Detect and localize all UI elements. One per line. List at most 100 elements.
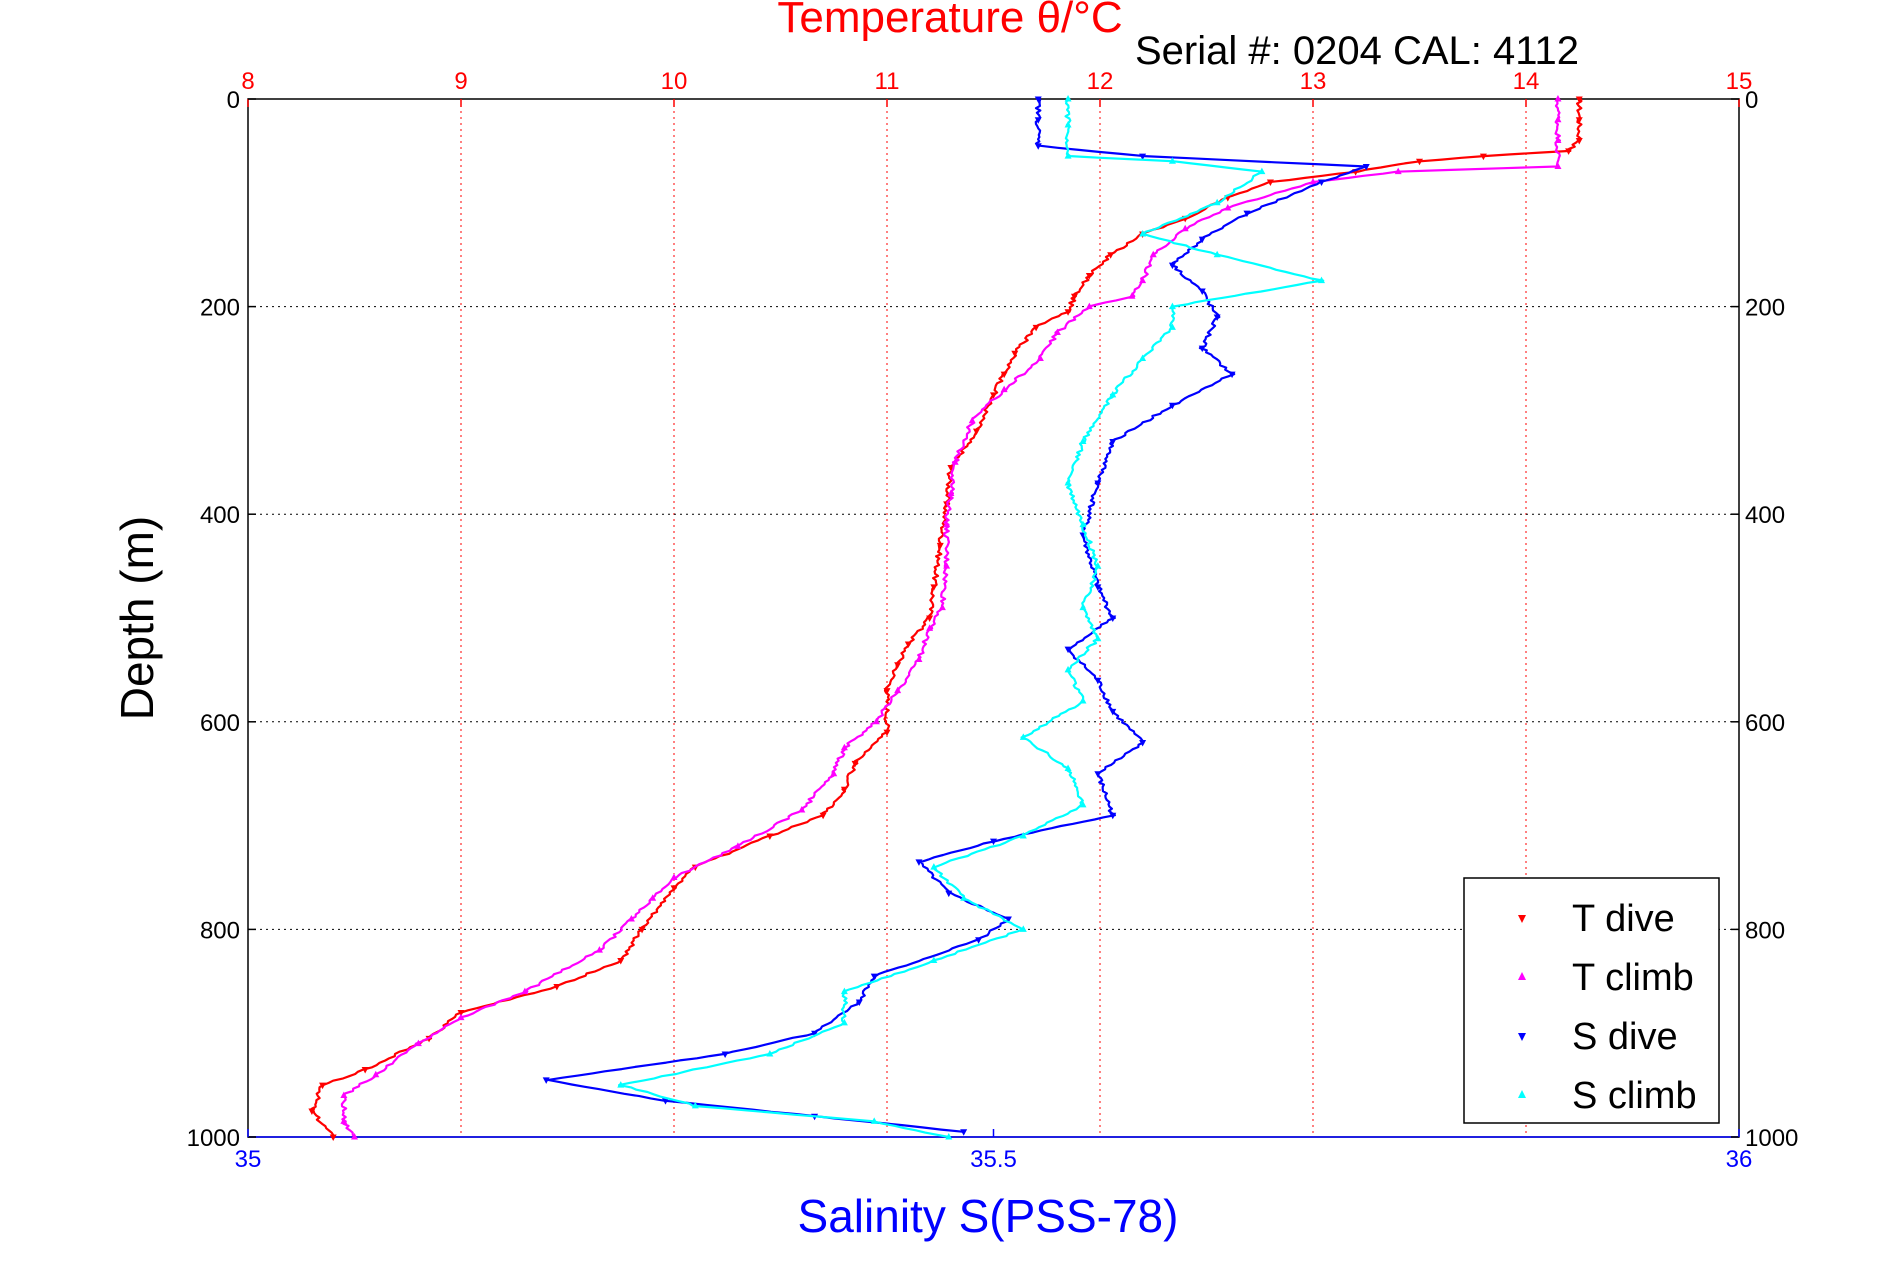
temperature-tick-label: 13	[1300, 68, 1327, 95]
data-point	[1139, 276, 1147, 284]
data-point	[1094, 562, 1102, 569]
data-point	[766, 833, 774, 840]
data-point	[1064, 95, 1072, 102]
data-point	[617, 1081, 625, 1088]
data-point	[943, 562, 951, 569]
data-point	[947, 489, 955, 496]
data-point	[1575, 117, 1583, 124]
temperature-tick-label: 14	[1513, 68, 1540, 95]
salinity-tick-label: 36	[1726, 1146, 1753, 1173]
data-point	[870, 1117, 878, 1124]
data-point	[1416, 158, 1423, 166]
series-t-dive	[308, 96, 1583, 1141]
series-trace	[547, 98, 1367, 1133]
data-point	[1318, 179, 1326, 187]
temperature-tick-label: 8	[241, 68, 254, 95]
data-point	[1094, 480, 1102, 488]
legend-label: S dive	[1572, 1016, 1678, 1058]
data-point	[521, 987, 529, 995]
data-point	[1064, 309, 1072, 316]
depth-tick-label-left: 0	[227, 87, 240, 114]
data-point	[851, 760, 859, 768]
series-s-climb	[617, 95, 1326, 1140]
data-point	[1064, 646, 1072, 654]
data-point	[1198, 345, 1206, 353]
data-point	[1053, 328, 1061, 336]
x-axis-title: Salinity S(PSS-78)	[798, 1190, 1179, 1242]
series-t-climb	[340, 95, 1562, 1140]
data-point	[734, 842, 742, 849]
data-point	[1064, 152, 1072, 159]
serial-label: Serial #: 0204 CAL: 4112	[1135, 29, 1579, 73]
data-point	[883, 688, 891, 695]
data-point	[661, 1098, 669, 1105]
depth-tick-label-right: 1000	[1745, 1125, 1798, 1152]
data-point	[1036, 354, 1044, 361]
depth-tick-label-left: 200	[200, 295, 240, 322]
data-point	[1243, 210, 1251, 218]
data-point	[855, 999, 863, 1007]
data-point	[1139, 354, 1147, 361]
legend-marker	[1518, 972, 1526, 980]
data-point	[1107, 252, 1115, 259]
data-point	[1479, 153, 1487, 161]
data-point	[351, 1133, 358, 1140]
data-point	[1168, 323, 1176, 330]
data-point	[1394, 167, 1402, 175]
data-point	[926, 624, 934, 631]
data-point	[951, 458, 959, 465]
data-point	[595, 946, 603, 953]
data-point	[1109, 812, 1117, 820]
data-point	[930, 863, 938, 870]
data-point	[1139, 740, 1147, 747]
data-point	[1168, 302, 1176, 310]
depth-tick-label-left: 800	[200, 917, 240, 944]
data-point	[1000, 385, 1008, 393]
legend: T dive T climb S dive S climb	[1463, 877, 1720, 1124]
depth-tick-label-left: 1000	[187, 1125, 240, 1152]
data-point	[798, 806, 806, 813]
depth-tick-label-right: 800	[1745, 917, 1785, 944]
data-point	[1139, 229, 1147, 237]
data-point	[553, 983, 561, 991]
data-point	[1079, 697, 1087, 704]
legend-label: S climb	[1572, 1075, 1697, 1117]
data-point	[894, 662, 902, 669]
data-point	[1213, 250, 1221, 258]
data-point	[1362, 163, 1370, 171]
data-point	[542, 1077, 550, 1084]
legend-label: T dive	[1572, 898, 1675, 940]
data-point	[1085, 302, 1093, 310]
data-point	[1213, 314, 1221, 321]
data-point	[1064, 120, 1072, 128]
data-point	[1032, 324, 1040, 332]
data-point	[1258, 167, 1266, 175]
data-point	[819, 812, 827, 820]
chart-title: Temperature θ/°C	[777, 0, 1122, 42]
data-point	[1070, 293, 1078, 301]
data-point	[840, 786, 848, 794]
data-point	[617, 958, 625, 965]
data-point	[457, 1009, 465, 1017]
data-point	[457, 1013, 465, 1021]
depth-tick-label-right: 200	[1745, 295, 1785, 322]
data-point	[1309, 178, 1317, 185]
series-trace	[310, 98, 1583, 1138]
data-point	[1168, 157, 1176, 164]
data-point	[1575, 138, 1583, 145]
data-point	[414, 1039, 422, 1047]
data-point	[1079, 437, 1087, 445]
data-point	[1554, 95, 1562, 102]
data-point	[930, 956, 938, 964]
temperature-tick-label: 12	[1087, 68, 1114, 95]
data-point	[1034, 96, 1042, 103]
data-point	[1034, 117, 1042, 124]
data-point	[1079, 520, 1087, 528]
data-point	[1094, 677, 1102, 685]
temperature-tick-label: 11	[875, 68, 900, 95]
data-point	[1109, 390, 1117, 398]
salinity-tick-label: 35.5	[970, 1146, 1017, 1173]
data-point	[340, 1091, 348, 1098]
data-point	[1128, 292, 1136, 299]
